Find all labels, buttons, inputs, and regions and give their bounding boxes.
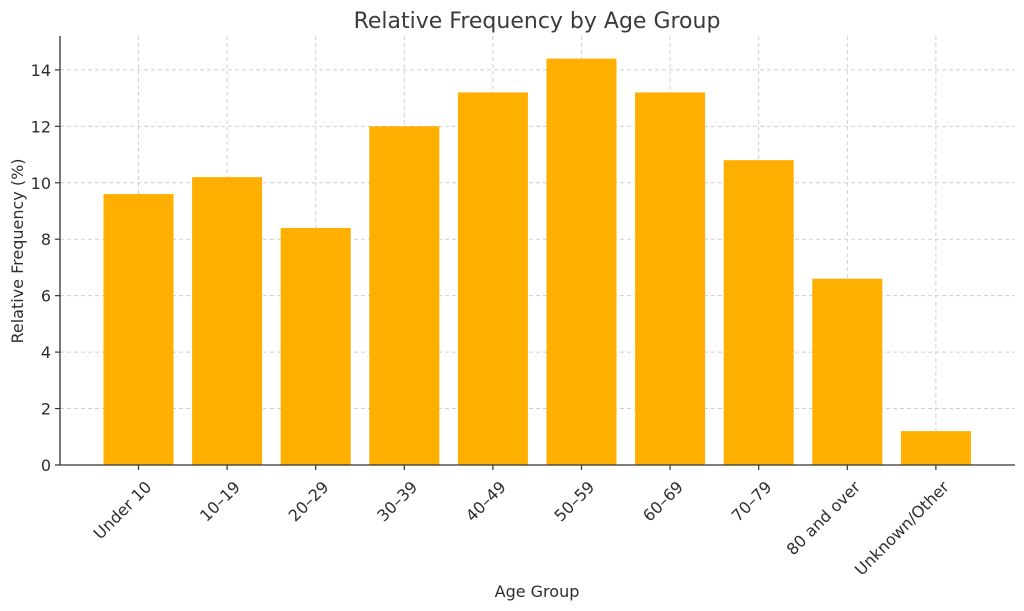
chart-title: Relative Frequency by Age Group [354,9,721,34]
x-tick-label: 80 and over [783,477,865,559]
bar [635,92,706,466]
x-tick-label: 70–79 [728,477,776,525]
x-axis-ticks: Under 10 10–19 20–29 30–39 40–49 50–59 60–69 70… [90,465,953,579]
x-tick-label: 60–69 [639,477,687,525]
y-tick-label: 10 [31,174,51,193]
y-tick-label: 6 [41,287,51,306]
x-tick-label: 10–19 [196,477,244,525]
bar [369,126,440,465]
bar [723,160,794,465]
y-tick-label: 8 [41,230,51,249]
y-axis-ticks: 0 2 4 6 8 10 12 14 [31,61,60,475]
y-tick-label: 2 [41,400,51,419]
x-tick-label: Unknown/Other [851,477,953,579]
x-axis-label: Age Group [495,582,580,601]
x-tick-label: 20–29 [285,477,333,525]
bar [280,227,351,465]
bar [812,278,883,465]
bar-layer [103,58,971,466]
bar [900,431,971,465]
y-tick-label: 0 [41,456,51,475]
bar [546,58,617,465]
y-tick-label: 4 [41,343,51,362]
x-tick-label: 30–39 [373,477,421,525]
bar [457,92,528,466]
x-tick-label: Under 10 [90,477,156,543]
y-axis-label: Relative Frequency (%) [8,158,27,343]
bar [103,194,174,466]
y-tick-label: 12 [31,117,51,136]
y-tick-label: 14 [31,61,51,80]
x-tick-label: 40–49 [462,477,510,525]
bar [192,177,263,466]
x-tick-label: 50–59 [550,477,598,525]
